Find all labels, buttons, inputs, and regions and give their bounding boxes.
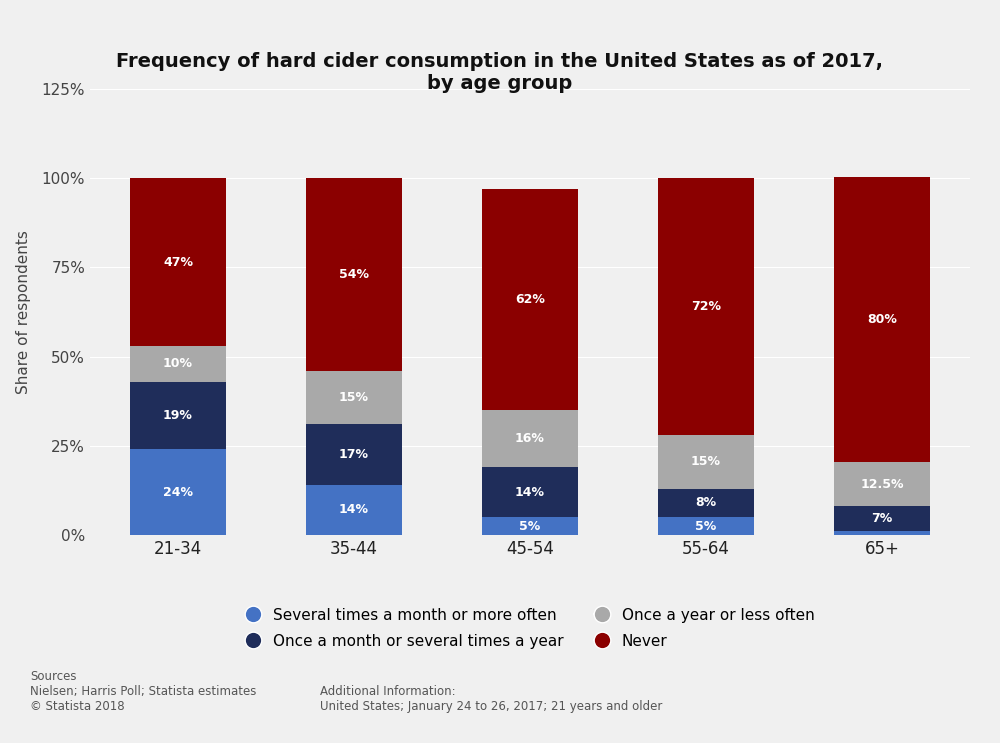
- Text: 15%: 15%: [691, 455, 721, 468]
- Bar: [306, 371, 402, 424]
- Text: 80%: 80%: [867, 313, 897, 325]
- Bar: [658, 435, 754, 489]
- Text: 62%: 62%: [515, 293, 545, 306]
- Text: 47%: 47%: [163, 256, 193, 269]
- Bar: [658, 489, 754, 517]
- Bar: [658, 178, 754, 435]
- Text: Sources
Nielsen; Harris Poll; Statista estimates
© Statista 2018: Sources Nielsen; Harris Poll; Statista e…: [30, 670, 256, 713]
- Bar: [130, 450, 226, 535]
- Text: 14%: 14%: [515, 486, 545, 499]
- Text: 14%: 14%: [339, 504, 369, 516]
- Text: 54%: 54%: [339, 268, 369, 281]
- Bar: [834, 177, 930, 462]
- Text: Additional Information:
United States; January 24 to 26, 2017; 21 years and olde: Additional Information: United States; J…: [320, 685, 662, 713]
- Bar: [130, 178, 226, 346]
- Bar: [834, 507, 930, 531]
- Text: 7%: 7%: [871, 513, 893, 525]
- Text: 5%: 5%: [519, 519, 541, 533]
- Bar: [306, 178, 402, 371]
- Bar: [834, 462, 930, 507]
- Bar: [306, 424, 402, 485]
- Text: 24%: 24%: [163, 486, 193, 499]
- Text: 17%: 17%: [339, 448, 369, 461]
- Bar: [306, 485, 402, 535]
- Bar: [482, 517, 578, 535]
- Bar: [834, 531, 930, 535]
- Text: 8%: 8%: [695, 496, 717, 510]
- Bar: [482, 189, 578, 410]
- Bar: [130, 346, 226, 382]
- Text: 72%: 72%: [691, 300, 721, 314]
- Bar: [482, 410, 578, 467]
- Text: Frequency of hard cider consumption in the United States as of 2017,
by age grou: Frequency of hard cider consumption in t…: [116, 52, 884, 93]
- Text: 15%: 15%: [339, 391, 369, 404]
- Text: 10%: 10%: [163, 357, 193, 370]
- Text: 16%: 16%: [515, 432, 545, 445]
- Bar: [130, 382, 226, 450]
- Y-axis label: Share of respondents: Share of respondents: [16, 230, 31, 394]
- Text: 5%: 5%: [695, 519, 717, 533]
- Text: 19%: 19%: [163, 409, 193, 422]
- Legend: Several times a month or more often, Once a month or several times a year, Once : Several times a month or more often, Onc…: [238, 600, 822, 657]
- Text: 12.5%: 12.5%: [860, 478, 904, 490]
- Bar: [482, 467, 578, 517]
- Bar: [658, 517, 754, 535]
